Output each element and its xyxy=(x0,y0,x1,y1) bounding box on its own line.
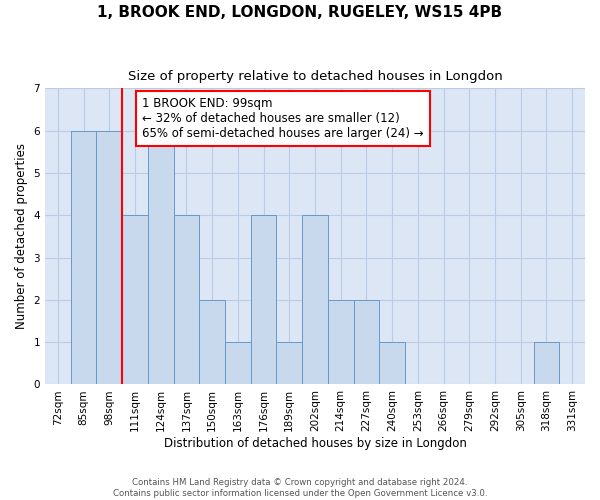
Y-axis label: Number of detached properties: Number of detached properties xyxy=(15,144,28,330)
Bar xyxy=(379,342,405,384)
Bar xyxy=(251,215,277,384)
X-axis label: Distribution of detached houses by size in Longdon: Distribution of detached houses by size … xyxy=(164,437,466,450)
Bar xyxy=(302,215,328,384)
Text: 1 BROOK END: 99sqm
← 32% of detached houses are smaller (12)
65% of semi-detache: 1 BROOK END: 99sqm ← 32% of detached hou… xyxy=(142,97,424,140)
Bar xyxy=(148,130,173,384)
Bar xyxy=(533,342,559,384)
Bar xyxy=(97,130,122,384)
Title: Size of property relative to detached houses in Longdon: Size of property relative to detached ho… xyxy=(128,70,502,83)
Bar xyxy=(353,300,379,384)
Bar xyxy=(122,215,148,384)
Text: Contains HM Land Registry data © Crown copyright and database right 2024.
Contai: Contains HM Land Registry data © Crown c… xyxy=(113,478,487,498)
Bar xyxy=(328,300,353,384)
Bar xyxy=(199,300,225,384)
Bar xyxy=(71,130,97,384)
Bar xyxy=(277,342,302,384)
Text: 1, BROOK END, LONGDON, RUGELEY, WS15 4PB: 1, BROOK END, LONGDON, RUGELEY, WS15 4PB xyxy=(97,5,503,20)
Bar xyxy=(225,342,251,384)
Bar xyxy=(173,215,199,384)
